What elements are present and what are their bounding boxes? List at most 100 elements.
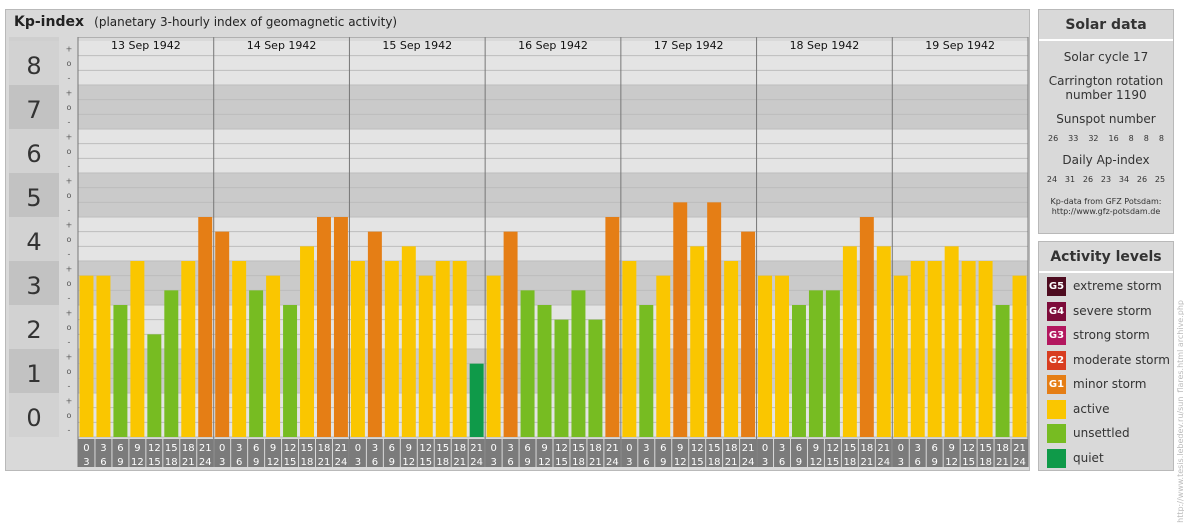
chart-title: Kp-index (planetary 3-hourly index of ge… xyxy=(14,14,397,30)
hour-label-start: 3 xyxy=(507,443,513,454)
hour-label-end: 15 xyxy=(555,457,568,467)
hour-cell xyxy=(892,439,909,467)
solar-title: Solar data xyxy=(1065,17,1147,33)
kp-bar xyxy=(198,217,213,437)
sub-tick: - xyxy=(68,74,71,83)
hour-cell xyxy=(231,439,248,467)
sub-tick-column xyxy=(60,37,77,437)
hour-label-end: 9 xyxy=(253,457,259,467)
day-label: 13 Sep 1942 xyxy=(111,39,181,52)
hour-label-end: 15 xyxy=(148,457,161,467)
y-tick-label: 0 xyxy=(26,404,41,432)
day-label: 15 Sep 1942 xyxy=(382,39,452,52)
kp-bar xyxy=(452,261,467,437)
hour-cell xyxy=(841,439,858,467)
kp-bar xyxy=(707,202,722,437)
y-label-band xyxy=(9,129,59,173)
hour-cell xyxy=(638,439,655,467)
chart-title-main: Kp-index xyxy=(14,14,84,30)
hour-label-end: 9 xyxy=(524,457,530,467)
hour-label-end: 6 xyxy=(779,457,785,467)
hour-cell xyxy=(655,439,672,467)
kp-bar xyxy=(232,261,247,437)
kp-bar xyxy=(741,231,756,437)
hour-label-start: 3 xyxy=(100,443,106,454)
hour-label-end: 21 xyxy=(453,457,466,467)
ap-value: 23 xyxy=(1100,175,1112,184)
hour-label-start: 12 xyxy=(962,443,975,454)
hour-label-start: 3 xyxy=(779,443,785,454)
sub-tick: - xyxy=(68,250,71,259)
hour-label-end: 18 xyxy=(436,457,449,467)
hour-cell xyxy=(757,439,774,467)
kp-bar xyxy=(571,290,586,437)
kp-bar xyxy=(775,275,789,437)
ap-label: Daily Ap-index xyxy=(1062,153,1150,167)
sub-tick: - xyxy=(68,294,71,303)
hour-label-start: 3 xyxy=(643,443,649,454)
hour-label-start: 3 xyxy=(915,443,921,454)
hour-cell xyxy=(553,439,570,467)
kp-bar xyxy=(435,261,450,437)
hour-label-start: 18 xyxy=(996,443,1009,454)
ap-value: 26 xyxy=(1082,175,1094,184)
kp-bar xyxy=(588,319,603,437)
hour-label-end: 6 xyxy=(915,457,921,467)
hour-cell xyxy=(926,439,943,467)
legend-swatch: G2 xyxy=(1047,350,1066,370)
y-tick-label: 5 xyxy=(26,184,41,212)
hour-cell xyxy=(909,439,926,467)
hour-label-start: 0 xyxy=(762,443,768,454)
hour-label-start: 18 xyxy=(453,443,466,454)
source-link[interactable]: http://www.gfz-potsdam.de xyxy=(1051,207,1161,216)
y-tick-label: 1 xyxy=(26,360,41,388)
hour-label-end: 21 xyxy=(318,457,331,467)
kp-bar xyxy=(537,305,552,437)
hour-label-end: 12 xyxy=(131,457,144,467)
kp-bar xyxy=(181,261,196,437)
hour-label-start: 9 xyxy=(948,443,954,454)
hour-label-start: 3 xyxy=(236,443,242,454)
kp-bar xyxy=(605,217,620,437)
kp-bar xyxy=(622,261,637,437)
hour-label-start: 9 xyxy=(813,443,819,454)
hour-label-start: 9 xyxy=(406,443,412,454)
kp-bar xyxy=(859,217,874,437)
hour-cell xyxy=(723,439,740,467)
y-label-band xyxy=(9,217,59,261)
hour-label-end: 3 xyxy=(898,457,904,467)
sunspot-label: Sunspot number xyxy=(1056,112,1156,126)
y-label-band xyxy=(9,41,59,85)
hour-cell xyxy=(502,439,519,467)
hour-cell xyxy=(943,439,960,467)
kp-bar xyxy=(893,275,908,437)
hour-label-start: 3 xyxy=(372,443,378,454)
hour-label-start: 21 xyxy=(335,443,348,454)
hour-label-end: 3 xyxy=(355,457,361,467)
sunspot-value: 16 xyxy=(1108,134,1119,143)
activity-divider xyxy=(1039,271,1173,273)
hour-label-start: 12 xyxy=(284,443,297,454)
hour-cell xyxy=(180,439,197,467)
hour-cell xyxy=(451,439,468,467)
y-tick-label: 3 xyxy=(26,272,41,300)
kp-bar xyxy=(469,363,484,437)
kp-bar xyxy=(96,275,111,437)
hour-cell xyxy=(672,439,689,467)
hour-cell xyxy=(316,439,332,467)
legend-label: minor storm xyxy=(1073,377,1147,391)
hour-label-end: 18 xyxy=(844,457,857,467)
source-line-1: Kp-data from GFZ Potsdam: xyxy=(1050,197,1162,206)
kp-bar xyxy=(961,261,976,437)
hour-label-end: 3 xyxy=(219,457,225,467)
hour-label-start: 18 xyxy=(318,443,331,454)
hour-cell xyxy=(163,439,180,467)
sub-tick: o xyxy=(67,367,72,376)
sub-tick: - xyxy=(68,118,71,127)
kp-bar xyxy=(113,305,128,437)
hour-label-end: 21 xyxy=(589,457,602,467)
kp-bar xyxy=(300,246,314,437)
y-label-band xyxy=(9,393,59,437)
hour-cell xyxy=(858,439,875,467)
kp-bar xyxy=(792,305,806,437)
